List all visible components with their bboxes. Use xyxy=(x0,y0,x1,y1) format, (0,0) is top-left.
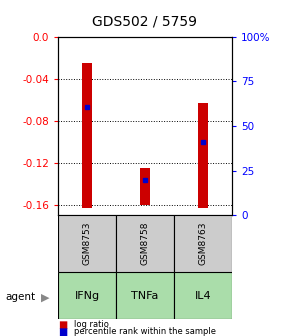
Text: ▶: ▶ xyxy=(41,292,49,302)
Text: GSM8763: GSM8763 xyxy=(198,222,208,265)
Text: GSM8753: GSM8753 xyxy=(82,222,92,265)
Bar xyxy=(174,272,232,319)
Text: TNFa: TNFa xyxy=(131,291,159,301)
Text: ■: ■ xyxy=(58,320,67,330)
Bar xyxy=(82,63,92,208)
Text: GSM8758: GSM8758 xyxy=(140,222,150,265)
Bar xyxy=(58,272,116,319)
Bar xyxy=(116,215,174,272)
Text: IL4: IL4 xyxy=(195,291,211,301)
Text: IFNg: IFNg xyxy=(75,291,99,301)
Text: percentile rank within the sample: percentile rank within the sample xyxy=(74,327,216,336)
Bar xyxy=(116,272,174,319)
Bar xyxy=(174,215,232,272)
Bar xyxy=(58,215,116,272)
Text: log ratio: log ratio xyxy=(74,321,109,329)
Text: agent: agent xyxy=(6,292,36,302)
Bar xyxy=(198,103,208,208)
Text: ■: ■ xyxy=(58,327,67,336)
Bar xyxy=(140,168,150,205)
Text: GDS502 / 5759: GDS502 / 5759 xyxy=(93,14,197,29)
